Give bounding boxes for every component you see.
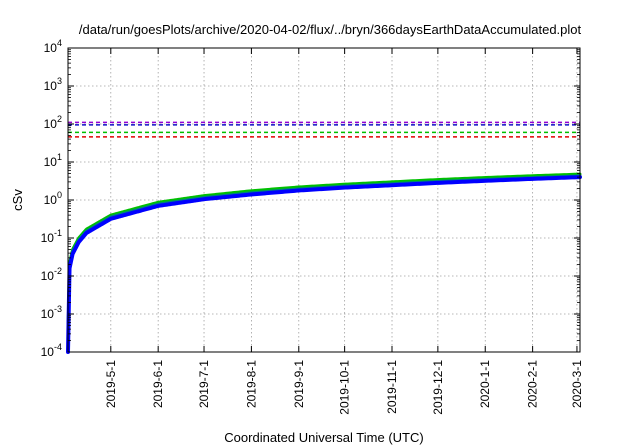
y-tick-label: 10-2 xyxy=(41,266,62,283)
x-tick-label: 2019-12-1 xyxy=(431,360,445,415)
y-axis-label: cSv xyxy=(10,189,25,211)
tick-layer xyxy=(68,47,580,353)
series-layer xyxy=(66,172,582,354)
y-tick-labels: 10-4 10-3 10-2 10-1 100 101 102 103 104 xyxy=(41,38,62,359)
x-tick-label: 2019-7-1 xyxy=(197,360,211,408)
x-tick-label: 2019-11-1 xyxy=(385,360,399,414)
x-tick-label: 2020-1-1 xyxy=(478,360,492,408)
y-tick-label: 104 xyxy=(44,38,62,55)
y-tick-label: 102 xyxy=(44,114,62,131)
threshold-layer xyxy=(68,121,580,138)
y-tick-label: 10-1 xyxy=(41,228,62,245)
x-tick-label: 2019-5-1 xyxy=(104,360,118,408)
chart-title: /data/run/goesPlots/archive/2020-04-02/f… xyxy=(79,22,582,37)
series-line xyxy=(66,175,582,354)
series-line xyxy=(66,172,582,336)
y-tick-label: 100 xyxy=(44,190,62,207)
y-tick-label: 10-3 xyxy=(41,304,62,321)
y-tick-label: 103 xyxy=(44,76,62,93)
y-tick-label: 10-4 xyxy=(41,342,62,359)
y-tick-label: 101 xyxy=(44,152,62,169)
x-tick-label: 2020-2-1 xyxy=(526,360,540,408)
x-tick-label: 2020-3-1 xyxy=(570,360,584,408)
x-tick-labels: 2019-5-1 2019-6-1 2019-7-1 2019-8-1 2019-9-1… xyxy=(104,360,584,415)
x-tick-label: 2019-6-1 xyxy=(151,360,165,408)
grid-layer xyxy=(68,48,580,352)
x-tick-label: 2019-9-1 xyxy=(292,360,306,408)
x-tick-label: 2019-10-1 xyxy=(338,360,352,415)
x-tick-label: 2019-8-1 xyxy=(244,360,258,408)
x-axis-label: Coordinated Universal Time (UTC) xyxy=(224,430,423,445)
